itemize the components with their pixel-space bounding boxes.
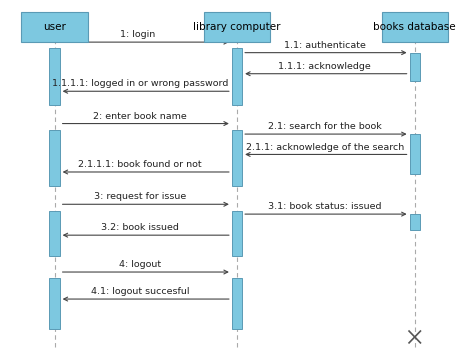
- Text: books database: books database: [374, 22, 456, 32]
- Text: 3.1: book status: issued: 3.1: book status: issued: [268, 202, 382, 211]
- Bar: [382, 12, 448, 42]
- Bar: [49, 130, 60, 186]
- Bar: [49, 278, 60, 329]
- Text: 2.1.1: acknowledge of the search: 2.1.1: acknowledge of the search: [246, 143, 404, 152]
- Text: 1: login: 1: login: [120, 30, 155, 39]
- Bar: [410, 134, 420, 174]
- Text: 1.1.1: acknowledge: 1.1.1: acknowledge: [278, 62, 371, 71]
- Text: 3: request for issue: 3: request for issue: [94, 192, 186, 201]
- Bar: [232, 278, 242, 329]
- Text: 2: enter book name: 2: enter book name: [93, 112, 187, 121]
- Bar: [232, 48, 242, 105]
- Bar: [410, 214, 420, 230]
- Bar: [232, 211, 242, 256]
- Text: user: user: [43, 22, 66, 32]
- Bar: [232, 130, 242, 186]
- Text: 2.1: search for the book: 2.1: search for the book: [268, 122, 382, 131]
- Text: 2.1.1.1: book found or not: 2.1.1.1: book found or not: [78, 160, 201, 169]
- Bar: [49, 211, 60, 256]
- Bar: [49, 48, 60, 105]
- Text: 4: logout: 4: logout: [119, 260, 161, 269]
- Text: 1.1: authenticate: 1.1: authenticate: [284, 41, 365, 50]
- Text: 1.1.1.1: logged in or wrong password: 1.1.1.1: logged in or wrong password: [52, 79, 228, 88]
- Text: 4.1: logout succesful: 4.1: logout succesful: [91, 287, 189, 296]
- Text: library computer: library computer: [193, 22, 281, 32]
- Bar: [21, 12, 88, 42]
- Text: 3.2: book issued: 3.2: book issued: [101, 223, 179, 232]
- Bar: [410, 53, 420, 81]
- Bar: [204, 12, 270, 42]
